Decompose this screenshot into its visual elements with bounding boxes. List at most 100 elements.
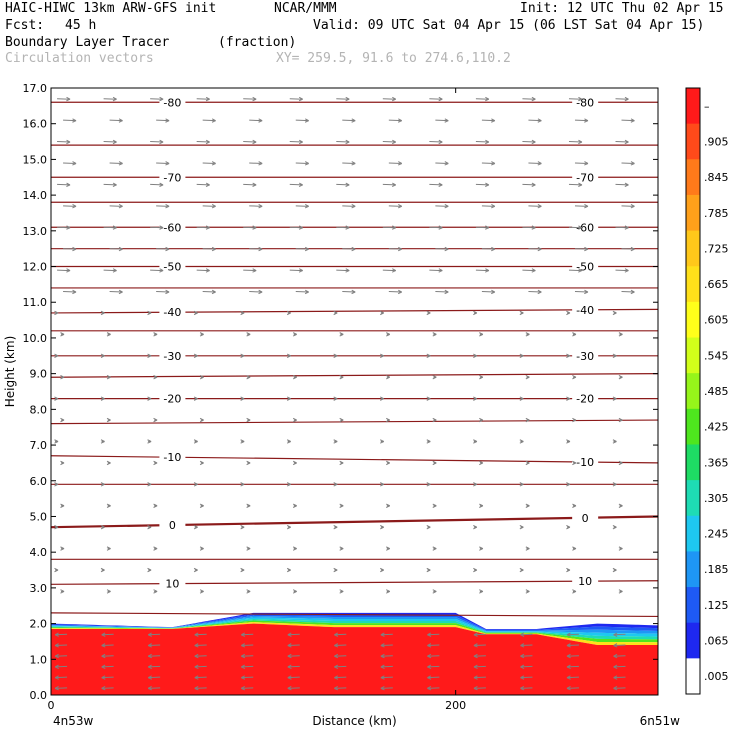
wind-vector	[621, 204, 635, 209]
tracer-gradient-band	[51, 617, 658, 637]
y-tick-label: 8.0	[30, 403, 48, 416]
wind-vector	[334, 675, 347, 680]
wind-vector	[147, 664, 161, 669]
wind-vector	[150, 96, 164, 102]
wind-vector	[54, 653, 68, 659]
colorbar-swatch	[686, 622, 700, 659]
wind-vector	[199, 375, 204, 380]
wind-vector	[520, 653, 533, 659]
y-tick-label: 4.0	[30, 546, 48, 559]
wind-vector	[339, 332, 344, 337]
wind-vector	[520, 675, 533, 680]
colorbar-swatch	[686, 301, 700, 339]
contour-label: -80	[576, 96, 594, 109]
contour-label: -60	[576, 221, 594, 234]
contour-label: 0	[582, 512, 589, 525]
wind-vector	[566, 632, 579, 637]
wind-vector	[103, 96, 117, 102]
wind-vector	[339, 546, 344, 551]
wind-vector	[618, 375, 623, 380]
wind-vector	[54, 643, 68, 648]
wind-vector	[612, 310, 617, 316]
wind-vector	[522, 225, 536, 230]
model-title: HAIC-HIWC 13km ARW-GFS init	[5, 1, 217, 16]
wind-vector	[566, 310, 571, 316]
colorbar-swatch	[686, 515, 700, 552]
wind-vector	[156, 289, 170, 295]
wind-vector	[566, 567, 571, 573]
contour-label-bg	[572, 575, 599, 588]
wind-vector	[612, 396, 617, 401]
wind-vector	[612, 482, 617, 487]
wind-vector	[481, 204, 496, 209]
wind-vector	[612, 353, 617, 358]
wind-vector	[147, 643, 161, 648]
wind-vector	[475, 182, 490, 187]
wind-vector	[528, 204, 542, 209]
wind-vector	[522, 268, 536, 273]
contour-label: -60	[163, 221, 181, 234]
wind-vector	[339, 417, 344, 423]
wind-vector	[566, 686, 579, 691]
colorbar-swatch	[686, 373, 700, 410]
wind-vector	[429, 225, 443, 230]
contour-label-bg	[159, 392, 186, 405]
wind-vector	[432, 417, 437, 423]
wind-vector	[240, 439, 245, 444]
wind-vector	[153, 375, 158, 380]
wind-vector	[156, 204, 170, 209]
wind-vector	[612, 567, 617, 573]
wind-vector	[147, 686, 161, 691]
wind-vector	[336, 182, 350, 187]
wind-vector	[380, 482, 385, 487]
wind-vector	[54, 567, 59, 573]
wind-vector	[380, 686, 393, 691]
y-tick-label: 7.0	[30, 439, 48, 452]
wind-vector	[386, 460, 391, 466]
wind-vector	[621, 118, 635, 123]
wind-vector	[333, 482, 338, 487]
y-tick-label: 16.0	[23, 118, 48, 131]
wind-vector	[386, 417, 391, 423]
wind-vector	[380, 353, 385, 358]
wind-vector	[240, 482, 245, 487]
contour-label: -10	[163, 451, 181, 464]
wind-vector	[196, 139, 210, 145]
wind-vector	[103, 182, 117, 187]
colorbar-swatch	[686, 194, 700, 232]
wind-vector	[199, 546, 204, 551]
wind-vector	[613, 653, 626, 659]
wind-vector	[193, 567, 198, 573]
y-tick-label: 9.0	[30, 368, 48, 381]
wind-vector	[57, 268, 71, 273]
wind-vector	[473, 643, 486, 648]
wind-vector	[240, 353, 245, 358]
wind-vector	[613, 643, 626, 648]
wind-vector	[199, 460, 204, 466]
wind-vector	[106, 332, 111, 337]
wind-vector	[150, 225, 164, 230]
wind-vector	[240, 686, 254, 691]
colorbar-label: .845	[704, 171, 729, 184]
colorbar-swatch	[686, 408, 700, 445]
wind-vector	[60, 460, 65, 466]
wind-vector	[249, 118, 263, 123]
wind-vector	[618, 589, 623, 594]
wind-vector	[287, 632, 300, 637]
colorbar-label: .305	[704, 492, 729, 505]
wind-vector	[615, 182, 629, 187]
wind-vector	[147, 396, 152, 401]
wind-vector	[572, 460, 577, 466]
wind-vector	[568, 96, 583, 102]
contour-label: -20	[163, 393, 181, 406]
wind-vector	[147, 653, 161, 659]
temperature-contour	[51, 419, 658, 425]
wind-vector	[435, 118, 449, 123]
wind-vector	[528, 161, 542, 166]
x-endpoint-right: 6n51w	[640, 714, 681, 728]
wind-vector	[60, 589, 65, 594]
cross-section-coordinates: XY= 259.5, 91.6 to 274.6,110.2	[276, 51, 511, 66]
wind-vector	[475, 96, 490, 102]
x-axis-title: Distance (km)	[312, 714, 396, 728]
wind-vector	[199, 589, 204, 594]
